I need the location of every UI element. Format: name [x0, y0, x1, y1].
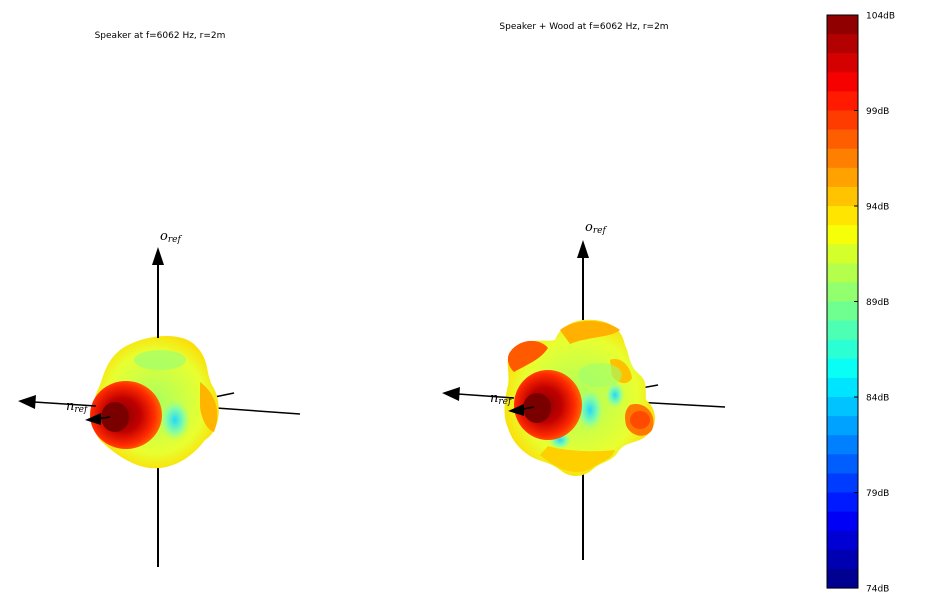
colorbar-band	[827, 397, 858, 417]
colorbar-band	[827, 186, 858, 207]
colorbar-band	[827, 53, 858, 73]
colorbar-band	[827, 435, 858, 455]
colorbar-tick-label: 94dB	[866, 203, 889, 213]
colorbar-band	[827, 377, 858, 398]
colorbar-band	[827, 129, 858, 150]
colorbar-tick-label: 99dB	[866, 107, 889, 117]
colorbar-band	[827, 72, 858, 92]
axis-label-o-ref: oref	[585, 220, 607, 236]
balloon-lobe-top	[560, 321, 620, 344]
colorbar-band	[827, 263, 858, 283]
colorbar-band	[827, 15, 858, 35]
colorbar-band	[827, 110, 858, 131]
axis-vertical-arrowhead	[152, 247, 164, 265]
colorbar-band	[827, 206, 858, 226]
colorbar-tick-label: 89dB	[866, 298, 889, 308]
axis-label-n-ref: nref	[66, 399, 89, 415]
colorbar-band	[827, 530, 858, 551]
balloon-lobe-bottom	[540, 446, 615, 473]
axis-label-n-ref: nref	[490, 391, 513, 407]
balloon-lobe-top-left	[507, 340, 548, 372]
axis-vertical-arrowhead	[577, 240, 589, 258]
colorbar-band	[827, 511, 858, 532]
colorbar-band	[827, 225, 858, 245]
colorbar-band	[827, 358, 858, 379]
colorbar-tick-label: 74dB	[866, 585, 889, 595]
colorbar: 104dB 99dB 94dB 89dB 84dB 79dB 74dB	[826, 12, 895, 595]
balloon-green-band	[134, 350, 186, 370]
colorbar-band	[827, 282, 858, 303]
axis-left-arrowhead	[18, 395, 36, 409]
colorbar-band	[827, 34, 858, 54]
plot-title: Speaker at f=6062 Hz, r=2m	[95, 31, 226, 41]
colorbar-band	[827, 492, 858, 513]
colorbar-ticks: 104dB 99dB 94dB 89dB 84dB 79dB 74dB	[854, 12, 895, 595]
colorbar-band	[827, 549, 858, 570]
axis-n-ref-arrowhead	[508, 404, 524, 416]
plot-title: Speaker + Wood at f=6062 Hz, r=2m	[499, 22, 668, 32]
colorbar-band	[827, 301, 858, 322]
front-lobe-core	[523, 393, 551, 423]
colorbar-band	[827, 167, 858, 188]
front-lobe-core	[101, 402, 129, 432]
balloon-cyan-region-3	[605, 381, 625, 409]
colorbar-band	[827, 339, 858, 360]
colorbar-band	[827, 148, 858, 169]
axis-left-arrowhead	[442, 387, 460, 401]
balloon-orange-lobe	[200, 382, 218, 432]
balloon-green-band	[578, 363, 622, 387]
axis-horizontal-left	[457, 393, 515, 399]
colorbar-tick-label: 104dB	[866, 12, 895, 22]
axis-horizontal-left	[33, 401, 97, 407]
colorbar-bands	[827, 15, 858, 589]
colorbar-tick-label: 84dB	[866, 394, 889, 404]
colorbar-band	[827, 454, 858, 474]
balloon-lobe-right-inner	[630, 411, 650, 429]
colorbar-band	[827, 91, 858, 112]
colorbar-band	[827, 568, 858, 589]
colorbar-band	[827, 320, 858, 341]
plot-speaker: Speaker at f=6062 Hz, r=2m oref nref	[18, 31, 301, 567]
colorbar-band	[827, 416, 858, 436]
axis-n-ref-arrowhead	[85, 413, 101, 425]
colorbar-band	[827, 473, 858, 494]
axis-label-o-ref: oref	[160, 229, 182, 245]
colorbar-band	[827, 244, 858, 264]
plot-speaker-wood: Speaker + Wood at f=6062 Hz, r=2m oref n…	[442, 22, 726, 560]
balloon-cyan-region	[576, 388, 604, 432]
colorbar-tick-label: 79dB	[866, 489, 889, 499]
balloon-cyan-region	[159, 398, 191, 442]
